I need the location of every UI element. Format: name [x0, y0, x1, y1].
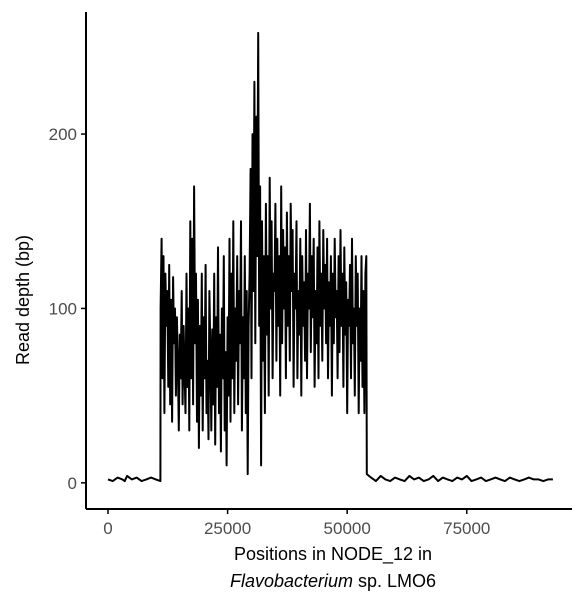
x-tick-label: 0: [103, 519, 112, 538]
x-tick-label: 25000: [204, 519, 251, 538]
y-tick-label: 0: [68, 474, 77, 493]
x-axis-title-line2: Flavobacterium sp. LMO6: [230, 571, 436, 591]
x-axis-title-rest: sp. LMO6: [353, 571, 436, 591]
x-tick-label: 50000: [324, 519, 371, 538]
x-axis-title-line1: Positions in NODE_12 in: [234, 544, 432, 565]
series-line-0: [107, 31, 553, 483]
y-tick-label: 100: [49, 299, 77, 318]
y-axis-ticks: 0 100 200: [49, 125, 86, 493]
x-axis-ticks: 0 25000 50000 75000: [103, 509, 490, 538]
plot-area: [107, 31, 553, 483]
x-tick-label: 75000: [443, 519, 490, 538]
y-axis-title: Read depth (bp): [13, 235, 33, 365]
x-axis-title-genus: Flavobacterium: [230, 571, 353, 591]
y-tick-label: 200: [49, 125, 77, 144]
